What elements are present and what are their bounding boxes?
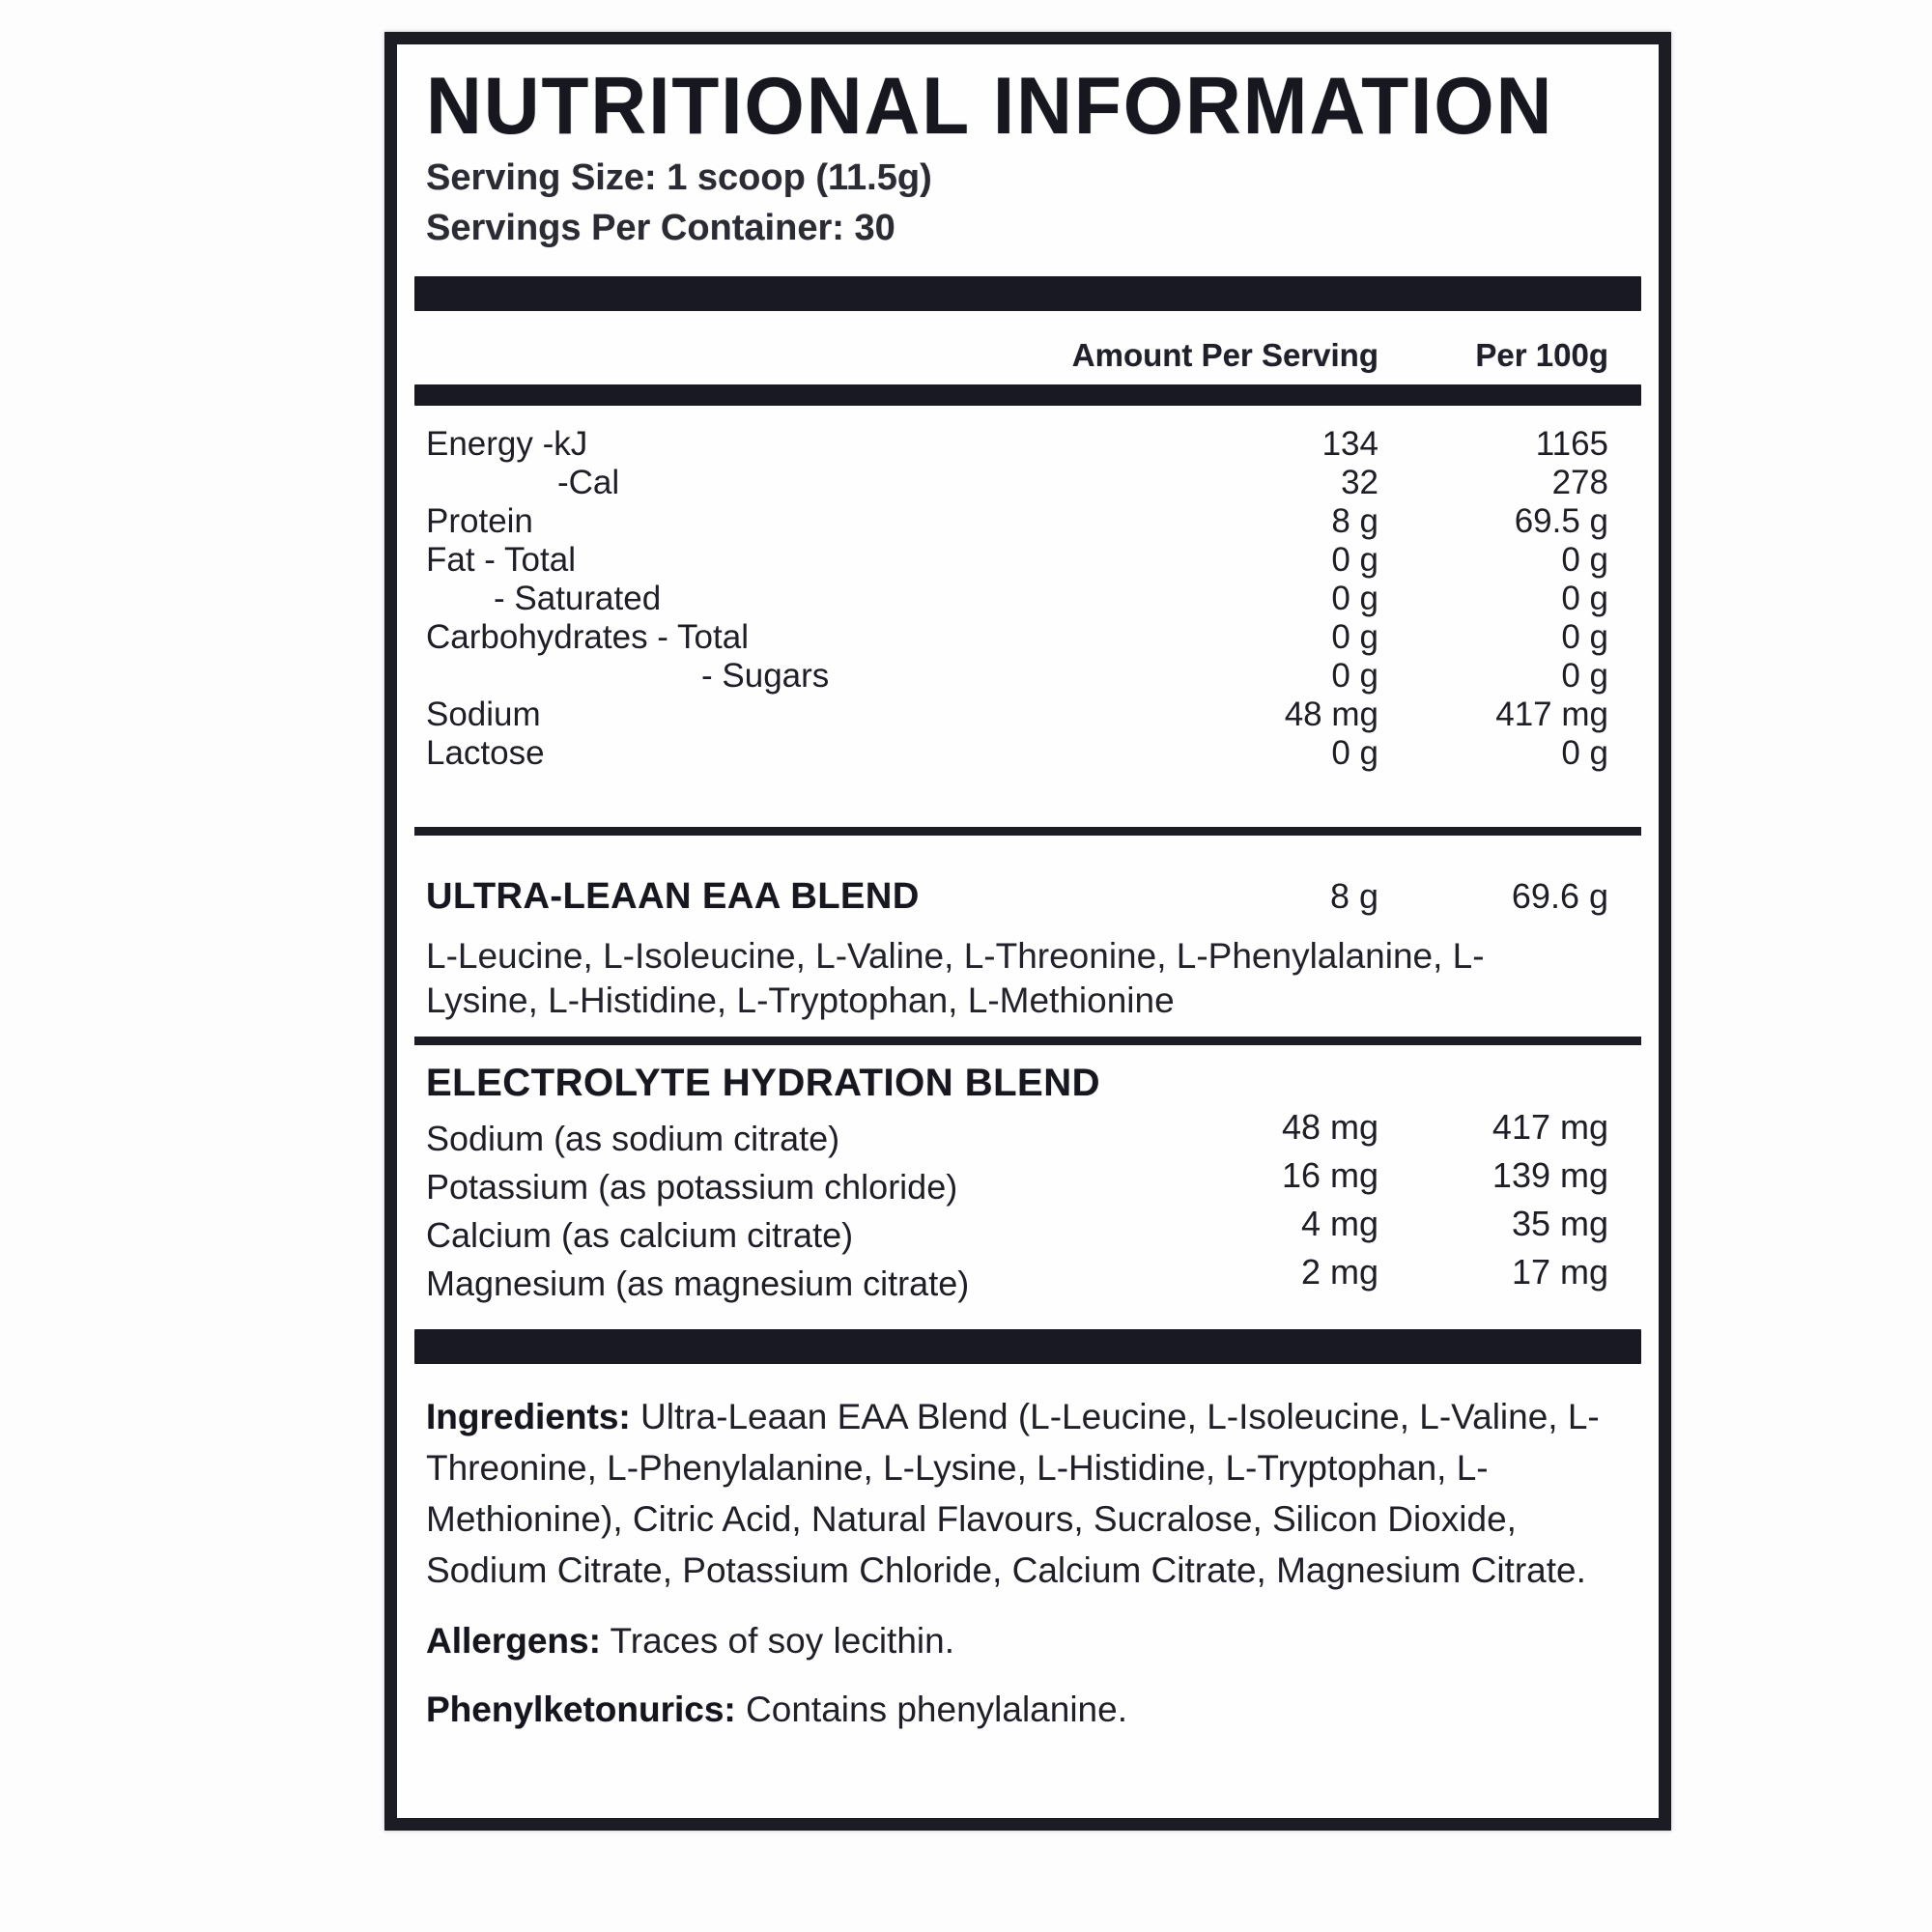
label-title: NUTRITIONAL INFORMATION (426, 60, 1554, 151)
nutrient-row: Fat - Total 0 g 0 g (426, 541, 1630, 580)
separator-bar-top (414, 276, 1641, 311)
electrolyte-row: Magnesium (as magnesium citrate) 2 mg 17… (426, 1252, 1630, 1308)
separator-bar-under-headers (414, 384, 1641, 406)
ingredients-paragraph: Ingredients: Ultra-Leaan EAA Blend (L-Le… (426, 1391, 1630, 1596)
per-100g-value: 0 g (1561, 734, 1608, 772)
nutrient-name: Carbohydrates - Total (426, 618, 749, 656)
amount-per-serving-value: 134 (1321, 425, 1378, 463)
nutrient-name: Protein (426, 502, 533, 540)
amount-per-serving-value: 48 mg (1284, 696, 1378, 733)
nutrient-row: -Cal 32 278 (426, 464, 1630, 502)
electrolyte-row: Potassium (as potassium chloride) 16 mg … (426, 1155, 1630, 1211)
amount-per-serving-value: 32 (1341, 464, 1378, 501)
per-100g-value: 69.5 g (1514, 502, 1608, 540)
per-100g-value: 1165 (1535, 425, 1608, 463)
eaa-blend-per-serving-value: 8 g (1329, 876, 1378, 916)
per-100g-value: 278 (1551, 464, 1608, 501)
nutrient-name: - Saturated (494, 580, 662, 617)
per-100g-value: 0 g (1561, 580, 1608, 617)
per-100g-value: 139 mg (1492, 1155, 1608, 1195)
amount-per-serving-value: 16 mg (1281, 1155, 1378, 1195)
amount-per-serving-value: 0 g (1331, 657, 1378, 695)
ingredients-label: Ingredients: (426, 1397, 631, 1436)
eaa-blend-name: ULTRA-LEAAN EAA BLEND (426, 876, 920, 917)
ingredients-text: Ultra-Leaan EAA Blend (L-Leucine, L-Isol… (426, 1397, 1600, 1590)
column-header-per-100g: Per 100g (1475, 337, 1608, 373)
electrolyte-name: Sodium (as sodium citrate) (426, 1119, 840, 1158)
nutrient-name: -Cal (557, 464, 620, 501)
phenylketonurics-paragraph: Phenylketonurics: Contains phenylalanine… (426, 1684, 1630, 1735)
electrolyte-row: Calcium (as calcium citrate) 4 mg 35 mg (426, 1204, 1630, 1260)
amount-per-serving-value: 48 mg (1281, 1107, 1378, 1147)
nutrient-name: - Sugars (701, 657, 830, 695)
nutrient-name: Energy -kJ (426, 425, 588, 463)
nutrient-row: Lactose 0 g 0 g (426, 734, 1630, 773)
allergens-label: Allergens: (426, 1621, 601, 1661)
per-100g-value: 0 g (1561, 541, 1608, 579)
nutrient-row: Protein 8 g 69.5 g (426, 502, 1630, 541)
allergens-paragraph: Allergens: Traces of soy lecithin. (426, 1615, 1630, 1666)
nutrient-name: Lactose (426, 734, 545, 772)
nutrient-name: Sodium (426, 696, 541, 733)
amount-per-serving-value: 0 g (1331, 580, 1378, 617)
per-100g-value: 0 g (1561, 657, 1608, 695)
servings-per-container-line: Servings Per Container: 30 (426, 208, 895, 248)
nutrient-name: Fat - Total (426, 541, 576, 579)
column-header-row: Amount Per Serving Per 100g (426, 336, 1630, 375)
nutrient-row: Energy -kJ 134 1165 (426, 425, 1630, 464)
amount-per-serving-value: 0 g (1331, 618, 1378, 656)
electrolyte-row: Sodium (as sodium citrate) 48 mg 417 mg (426, 1107, 1630, 1163)
per-100g-value: 417 mg (1492, 1107, 1608, 1147)
phenylketonurics-label: Phenylketonurics: (426, 1690, 736, 1729)
nutrient-row: Carbohydrates - Total 0 g 0 g (426, 618, 1630, 657)
phenylketonurics-text: Contains phenylalanine. (735, 1690, 1127, 1729)
serving-size-line: Serving Size: 1 scoop (11.5g) (426, 157, 932, 198)
amount-per-serving-value: 0 g (1331, 734, 1378, 772)
per-100g-value: 35 mg (1511, 1204, 1608, 1243)
eaa-blend-per-100g-value: 69.6 g (1511, 876, 1608, 916)
section-divider-electrolyte (414, 1037, 1641, 1045)
amount-per-serving-value: 4 mg (1300, 1204, 1378, 1243)
allergens-text: Traces of soy lecithin. (600, 1621, 954, 1661)
eaa-blend-description: L-Leucine, L-Isoleucine, L-Valine, L-Thr… (426, 936, 1485, 1020)
separator-bar-bottom (414, 1329, 1641, 1364)
amount-per-serving-value: 8 g (1331, 502, 1378, 540)
main-nutrient-rows: Energy -kJ 134 1165 -Cal 32 278 Protein … (426, 425, 1630, 773)
electrolyte-name: Calcium (as calcium citrate) (426, 1215, 854, 1255)
nutrient-row: Sodium 48 mg 417 mg (426, 696, 1630, 734)
electrolyte-name: Potassium (as potassium chloride) (426, 1167, 958, 1207)
per-100g-value: 0 g (1561, 618, 1608, 656)
section-divider-eaa (414, 827, 1641, 836)
electrolyte-name: Magnesium (as magnesium citrate) (426, 1264, 970, 1303)
nutrient-row: - Sugars 0 g 0 g (426, 657, 1630, 696)
electrolyte-rows: Sodium (as sodium citrate) 48 mg 417 mg … (426, 1107, 1630, 1308)
amount-per-serving-value: 0 g (1331, 541, 1378, 579)
electrolyte-blend-heading: ELECTROLYTE HYDRATION BLEND (426, 1062, 1100, 1104)
column-header-amount-per-serving: Amount Per Serving (1071, 337, 1378, 373)
nutrient-row: - Saturated 0 g 0 g (426, 580, 1630, 618)
nutrition-label-panel: NUTRITIONAL INFORMATION Serving Size: 1 … (384, 32, 1671, 1831)
per-100g-value: 417 mg (1495, 696, 1608, 733)
amount-per-serving-value: 2 mg (1300, 1252, 1378, 1292)
eaa-blend-row: ULTRA-LEAAN EAA BLEND 8 g 69.6 g (426, 874, 1630, 919)
per-100g-value: 17 mg (1511, 1252, 1608, 1292)
